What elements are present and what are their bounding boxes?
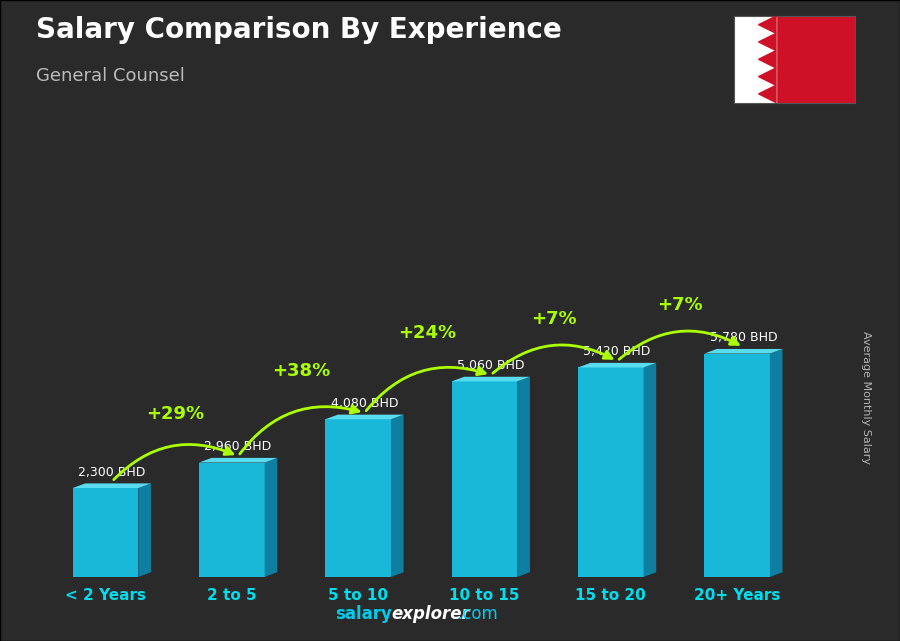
Polygon shape	[759, 16, 776, 33]
Polygon shape	[578, 363, 656, 367]
Text: .com: .com	[457, 605, 498, 623]
Bar	[704, 354, 770, 577]
Text: +7%: +7%	[657, 296, 703, 314]
Bar	[73, 488, 139, 577]
Polygon shape	[139, 483, 151, 577]
Text: +7%: +7%	[531, 310, 577, 328]
Text: 5,780 BHD: 5,780 BHD	[709, 331, 778, 344]
FancyArrowPatch shape	[493, 345, 612, 373]
FancyArrowPatch shape	[619, 331, 738, 360]
Polygon shape	[391, 415, 403, 577]
Polygon shape	[759, 85, 776, 103]
Polygon shape	[704, 349, 782, 354]
Text: +38%: +38%	[272, 362, 330, 380]
Text: 2,300 BHD: 2,300 BHD	[78, 466, 146, 479]
FancyArrowPatch shape	[113, 444, 233, 479]
Text: salary: salary	[335, 605, 392, 623]
Text: +29%: +29%	[146, 405, 204, 423]
Bar	[578, 367, 644, 577]
Polygon shape	[759, 51, 776, 68]
Bar	[734, 16, 776, 103]
Bar	[325, 419, 391, 577]
Polygon shape	[770, 349, 782, 577]
Text: Salary Comparison By Experience: Salary Comparison By Experience	[36, 16, 562, 44]
FancyArrowPatch shape	[366, 367, 485, 411]
Polygon shape	[759, 33, 776, 51]
Bar	[776, 16, 855, 103]
Text: General Counsel: General Counsel	[36, 67, 184, 85]
FancyArrowPatch shape	[239, 406, 359, 454]
Text: Average Monthly Salary: Average Monthly Salary	[860, 331, 871, 464]
Text: 5,420 BHD: 5,420 BHD	[583, 345, 651, 358]
Text: 4,080 BHD: 4,080 BHD	[330, 397, 398, 410]
Text: explorer: explorer	[392, 605, 470, 623]
Polygon shape	[759, 68, 776, 85]
Polygon shape	[199, 458, 277, 463]
Polygon shape	[644, 363, 656, 577]
Polygon shape	[73, 483, 151, 488]
Bar	[199, 463, 265, 577]
Text: +24%: +24%	[399, 324, 456, 342]
Text: 5,060 BHD: 5,060 BHD	[457, 359, 525, 372]
Polygon shape	[452, 377, 530, 381]
Polygon shape	[265, 458, 277, 577]
Text: 2,960 BHD: 2,960 BHD	[204, 440, 272, 453]
Polygon shape	[325, 415, 403, 419]
Bar	[452, 381, 518, 577]
Polygon shape	[518, 377, 530, 577]
